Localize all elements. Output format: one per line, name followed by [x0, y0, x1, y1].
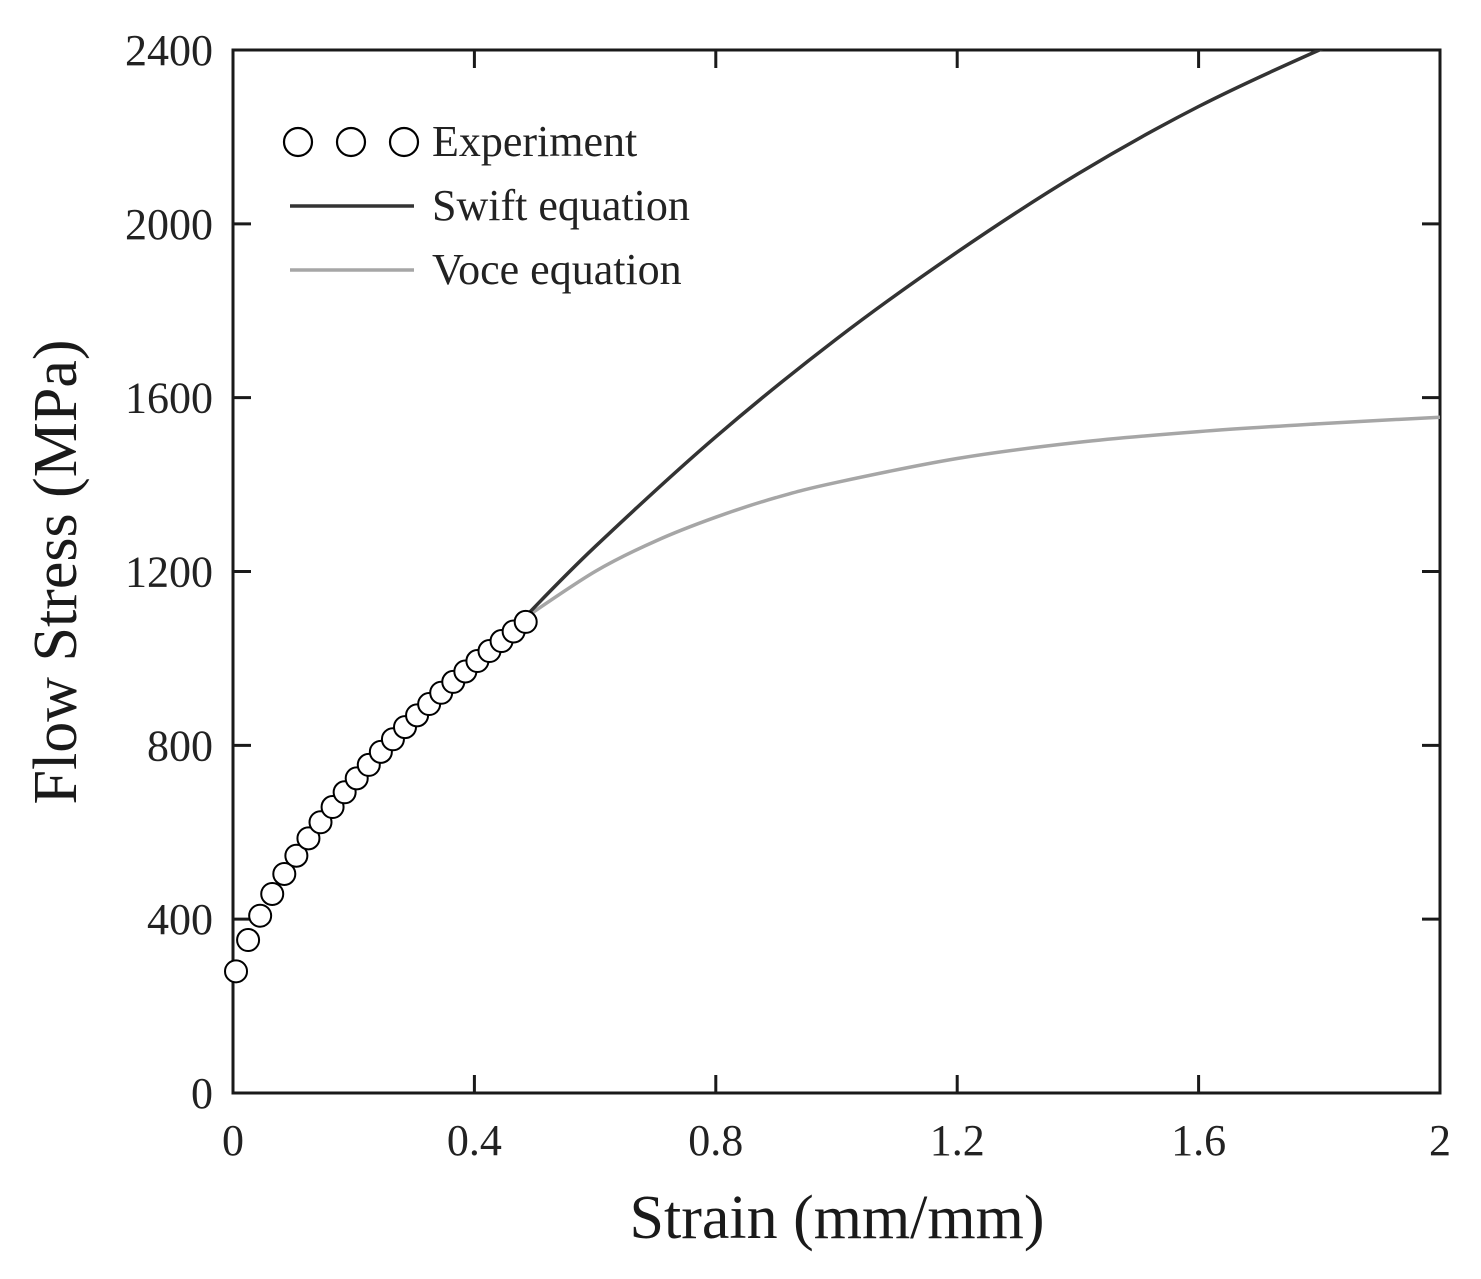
x-tick-label: 0: [222, 1116, 244, 1165]
experiment-point: [260, 881, 285, 906]
x-axis-title: Strain (mm/mm): [629, 1184, 1044, 1252]
legend-marker-experiment: [335, 126, 367, 158]
y-tick-label: 400: [147, 895, 213, 944]
experiment-point: [248, 903, 273, 928]
y-tick-label: 2400: [125, 26, 213, 75]
y-tick-label: 2000: [125, 200, 213, 249]
legend-label-experiment: Experiment: [432, 117, 637, 166]
y-tick-label: 800: [147, 721, 213, 770]
x-tick-label: 0.8: [688, 1116, 743, 1165]
y-tick-label: 0: [191, 1069, 213, 1118]
legend-marker-experiment: [282, 126, 314, 158]
experiment-point: [284, 843, 309, 868]
experiment-point: [272, 861, 297, 886]
plot-border: [231, 48, 1442, 1095]
x-tick-label: 2: [1429, 1116, 1451, 1165]
series-layer: [224, 50, 1440, 984]
legend: Experiment Swift equation Voce equation: [282, 117, 690, 294]
y-axis: 0 400 800 1200 1600 2000 2400: [125, 26, 1440, 1118]
voce-equation-line: [521, 415, 1440, 621]
plot-area: [231, 48, 1442, 1095]
x-tick-label: 0.4: [447, 1116, 502, 1165]
y-tick-label: 1200: [125, 548, 213, 597]
legend-label-voce-equation: Voce equation: [432, 245, 682, 294]
x-axis: 0 0.4 0.8 1.2 1.6 2: [222, 50, 1451, 1165]
y-axis-title: Flow Stress (MPa): [22, 339, 90, 804]
x-tick-label: 1.6: [1171, 1116, 1226, 1165]
swift-equation-line: [521, 50, 1324, 621]
legend-label-swift-equation: Swift equation: [432, 181, 690, 230]
legend-marker-experiment: [388, 126, 420, 158]
experiment-point: [236, 928, 261, 953]
x-tick-label: 1.2: [930, 1116, 985, 1165]
experiment-point: [296, 826, 321, 851]
y-tick-label: 1600: [125, 374, 213, 423]
experiment-point: [224, 959, 249, 984]
experiment-point: [513, 609, 538, 634]
